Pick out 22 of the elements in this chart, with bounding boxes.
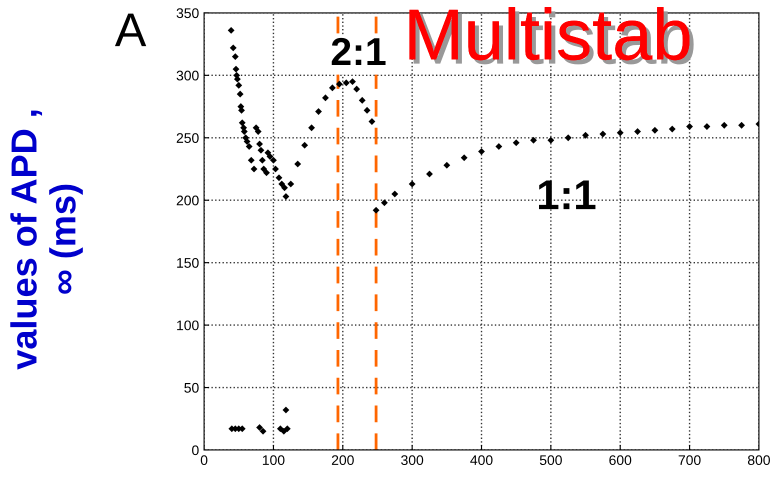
x-tick-label: 400: [470, 455, 493, 466]
y-tick-label: 0: [192, 445, 199, 456]
y-tick-label: 250: [176, 133, 199, 143]
x-tick-label: 100: [262, 455, 284, 466]
annotation: 2:1: [332, 38, 386, 66]
chart-title: Multistab: [409, 7, 694, 64]
x-tick-label: 300: [401, 455, 424, 466]
text: A: [114, 14, 146, 46]
annotation: 1:1: [538, 180, 596, 210]
x-tick-label: 800: [748, 455, 770, 466]
y-tick-label: 350: [176, 8, 199, 18]
y-tick-label: 200: [176, 196, 199, 206]
x-tick-label: 200: [332, 455, 354, 466]
x-tick-label: 0: [200, 455, 208, 466]
y-tick-label: 150: [177, 258, 199, 268]
y-tick-label: 100: [177, 320, 199, 330]
x-tick-label: 500: [540, 455, 562, 466]
x-tick-label: 700: [678, 455, 701, 466]
y-tick-label: 300: [176, 70, 199, 81]
y-axis-title: values of APD , ∞ (ms): [10, 110, 83, 370]
y-tick-label: 50: [184, 382, 199, 393]
x-tick-label: 600: [609, 455, 632, 466]
